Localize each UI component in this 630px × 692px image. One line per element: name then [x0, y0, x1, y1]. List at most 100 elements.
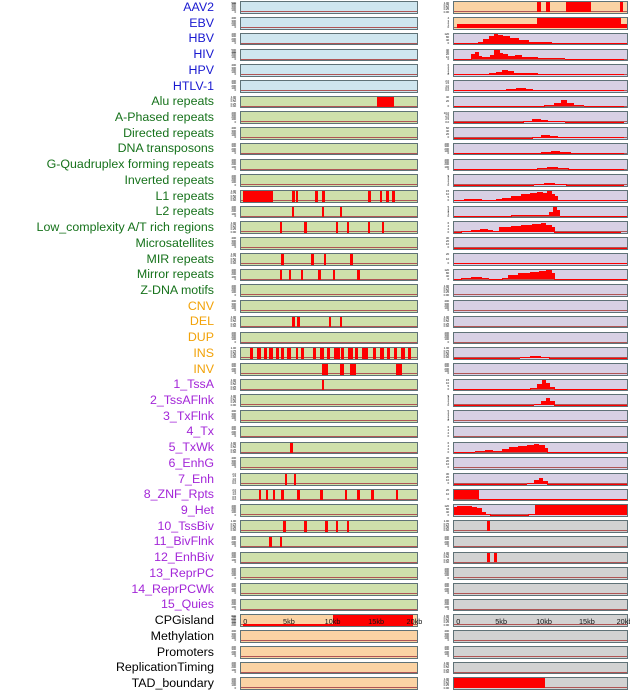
track-panel-left[interactable]: [240, 269, 418, 282]
track-panel-right[interactable]: [453, 410, 628, 423]
track-panel-left[interactable]: [240, 599, 418, 612]
track-panel-right[interactable]: [453, 159, 628, 172]
track-panel-left[interactable]: [240, 1, 418, 14]
track-panel-left[interactable]: [240, 237, 418, 250]
track-panel-left[interactable]: [240, 80, 418, 93]
track-panel-right[interactable]: [453, 363, 628, 376]
track-panel-left[interactable]: [240, 17, 418, 30]
track-panel-right[interactable]: [453, 190, 628, 203]
track-panel-left[interactable]: [240, 504, 418, 517]
track-panel-left[interactable]: [240, 143, 418, 156]
track-panel-right[interactable]: [453, 552, 628, 565]
track-panel-right[interactable]: [453, 662, 628, 675]
track-panel-right[interactable]: [453, 583, 628, 596]
track-panel-left[interactable]: [240, 332, 418, 345]
track-panel-right[interactable]: [453, 284, 628, 297]
track-panel-right[interactable]: [453, 473, 628, 486]
track-panel-right[interactable]: [453, 300, 628, 313]
track-panel-right[interactable]: [453, 316, 628, 329]
track-panel-left[interactable]: [240, 111, 418, 124]
track-panel-right[interactable]: [453, 269, 628, 282]
track-panel-right[interactable]: [453, 379, 628, 392]
track-panel-right[interactable]: [453, 127, 628, 140]
track-panel-left[interactable]: [240, 646, 418, 659]
y-tick: 20: [446, 253, 449, 256]
track-panel-left[interactable]: [240, 426, 418, 439]
track-panel-left[interactable]: [240, 536, 418, 549]
track-panel-left[interactable]: [240, 253, 418, 266]
track-panel-left[interactable]: [240, 410, 418, 423]
track-panel-right[interactable]: [453, 504, 628, 517]
track-panel-left[interactable]: [240, 379, 418, 392]
track-panel-left[interactable]: [240, 473, 418, 486]
track-panel-right[interactable]: [453, 174, 628, 187]
track-panel-left[interactable]: [240, 489, 418, 502]
track-panel-right[interactable]: [453, 64, 628, 77]
baseline: [241, 373, 417, 374]
track-panel-left[interactable]: [240, 394, 418, 407]
track-panel-left[interactable]: [240, 630, 418, 643]
track-panel-right[interactable]: [453, 489, 628, 502]
track-panel-right[interactable]: [453, 536, 628, 549]
track-panel-right[interactable]: [453, 567, 628, 580]
track-panel-left[interactable]: [240, 583, 418, 596]
histogram-bar: [547, 167, 558, 169]
track-panel-left[interactable]: [240, 127, 418, 140]
track-panel-right[interactable]: [453, 237, 628, 250]
track-panel-right[interactable]: [453, 520, 628, 533]
track-panel-right[interactable]: [453, 394, 628, 407]
track-panel-left[interactable]: [240, 442, 418, 455]
histogram-bar: [523, 73, 538, 75]
track-panel-left[interactable]: [240, 49, 418, 62]
track-panel-right[interactable]: [453, 332, 628, 345]
track-panel-left[interactable]: [240, 206, 418, 219]
track-panel-right[interactable]: [453, 33, 628, 46]
track-panel-right[interactable]: [453, 599, 628, 612]
track-panel-left[interactable]: [240, 316, 418, 329]
track-panel-right[interactable]: [453, 347, 628, 360]
x-tick: 15kb: [579, 617, 595, 626]
track-panel-left[interactable]: [240, 662, 418, 675]
track-panel-right[interactable]: [453, 1, 628, 14]
track-panel-left[interactable]: [240, 174, 418, 187]
track-panel-left[interactable]: [240, 190, 418, 203]
track-panel-left[interactable]: [240, 347, 418, 360]
track-panel-right[interactable]: [453, 96, 628, 109]
track-panel-left[interactable]: [240, 284, 418, 297]
track-panel-left[interactable]: [240, 567, 418, 580]
track-panel-left[interactable]: [240, 64, 418, 77]
track-mark: [357, 490, 359, 501]
track-panel-right[interactable]: [453, 646, 628, 659]
track-panel-right[interactable]: [453, 80, 628, 93]
track-panel-left[interactable]: [240, 96, 418, 109]
baseline: [454, 294, 627, 295]
track-panel-left[interactable]: [240, 300, 418, 313]
track-panel-right[interactable]: [453, 253, 628, 266]
track-mark: [322, 380, 324, 391]
track-panel-right[interactable]: [453, 49, 628, 62]
track-panel-right[interactable]: [453, 17, 628, 30]
track-panel-left[interactable]: [240, 520, 418, 533]
track-panel-right[interactable]: [453, 143, 628, 156]
track-panel-right[interactable]: [453, 221, 628, 234]
track-panel-right[interactable]: [453, 111, 628, 124]
track-panel-left[interactable]: [240, 677, 418, 690]
track-panel-right[interactable]: [453, 206, 628, 219]
track-panel-right[interactable]: [453, 630, 628, 643]
track-panel-right[interactable]: [453, 677, 628, 690]
track-panel-left[interactable]: [240, 33, 418, 46]
baseline: [241, 593, 417, 594]
track-panel-left[interactable]: [240, 457, 418, 470]
y-tick: 0: [447, 199, 449, 202]
track-panel-left[interactable]: [240, 552, 418, 565]
track-panel-left[interactable]: [240, 221, 418, 234]
track-panel-right[interactable]: [453, 426, 628, 439]
track-panel-right[interactable]: [453, 457, 628, 470]
track-panel-left[interactable]: [240, 159, 418, 172]
track-panel-right[interactable]: [453, 442, 628, 455]
track-panel-left[interactable]: [240, 363, 418, 376]
